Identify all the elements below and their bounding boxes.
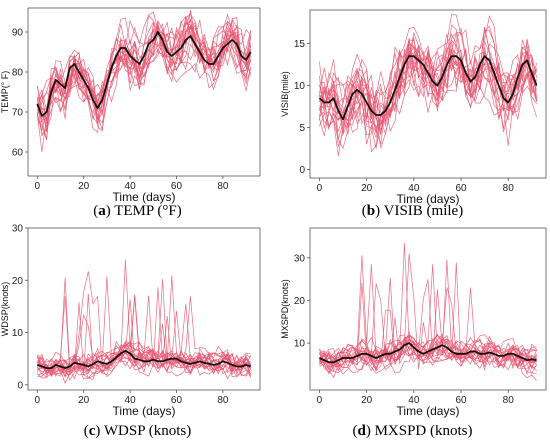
x-tick-label-a: 20 — [78, 181, 90, 192]
sample-series-line-c — [37, 350, 252, 378]
y-tick-label-d: 30 — [294, 253, 306, 264]
sample-series-line-a — [37, 15, 252, 141]
x-axis-label-a: Time (days) — [113, 190, 176, 204]
x-axis-label-b: Time (days) — [397, 192, 460, 206]
sample-series-line-b — [319, 48, 537, 134]
x-tick-label-a: 60 — [171, 181, 183, 192]
mean-series-line-a — [36, 31, 252, 117]
sample-series-line-a — [36, 19, 252, 132]
sample-series-line-c — [37, 351, 252, 377]
sample-series-line-b — [319, 26, 537, 130]
y-axis-label-d: MXSPD(knots) — [280, 279, 290, 339]
caption-d: (d) MXSPD (knots) — [352, 423, 473, 439]
sample-series-line-b — [319, 33, 537, 136]
x-axis-label-d: Time (days) — [397, 404, 460, 418]
y-tick-label-d: 20 — [294, 296, 306, 307]
sample-series-line-a — [36, 19, 252, 152]
x-tick-label-c: 60 — [171, 395, 183, 406]
sample-series-line-c — [37, 340, 252, 377]
plot-frame-a — [27, 7, 261, 177]
plot-frame-d — [309, 227, 547, 391]
plot-frame-b — [309, 9, 547, 179]
y-axis-label-b: VISIB(mile) — [280, 71, 290, 117]
x-tick-label-c: 40 — [125, 395, 137, 406]
y-tick-label-a: 60 — [12, 148, 24, 159]
x-tick-label-a: 0 — [34, 181, 40, 192]
y-tick-label-b: 0 — [299, 165, 305, 176]
caption-b: (b) VISIB (mile) — [361, 203, 464, 219]
sample-series-line-c — [37, 342, 251, 375]
sample-series-line-b — [319, 41, 537, 133]
y-tick-label-b: 15 — [294, 39, 306, 50]
y-tick-label-b: 10 — [294, 81, 306, 92]
y-tick-label-c: 0 — [17, 380, 23, 391]
caption-c: (c) WDSP (knots) — [83, 423, 192, 439]
sample-series-line-c — [37, 344, 251, 379]
y-tick-label-c: 20 — [12, 276, 24, 287]
sample-series-line-d — [319, 243, 537, 373]
sample-series-line-a — [36, 18, 252, 117]
x-tick-label-c: 80 — [217, 395, 229, 406]
mean-series-line-b — [318, 55, 538, 121]
caption-a: (a) TEMP (°F) — [93, 203, 182, 219]
x-tick-label-a: 40 — [125, 181, 137, 192]
y-tick-label-c: 10 — [12, 328, 24, 339]
y-tick-label-a: 90 — [12, 28, 24, 39]
x-tick-label-d: 80 — [503, 395, 515, 406]
sample-series-line-b — [319, 46, 537, 118]
x-tick-label-b: 0 — [317, 183, 323, 194]
x-tick-label-b: 60 — [455, 183, 467, 194]
mean-series-line-c — [37, 349, 251, 370]
sample-series-line-d — [319, 330, 537, 373]
x-tick-label-a: 80 — [217, 181, 229, 192]
x-tick-label-d: 0 — [317, 395, 323, 406]
y-tick-label-d: 10 — [294, 339, 306, 350]
sample-series-line-b — [319, 25, 537, 140]
sample-series-line-a — [36, 21, 252, 121]
plot-frame-c — [27, 227, 261, 391]
sample-series-line-b — [319, 39, 537, 135]
sample-series-line-b — [319, 39, 537, 149]
sample-series-line-c — [37, 259, 252, 385]
x-tick-label-d: 40 — [408, 395, 420, 406]
sample-series-line-c — [37, 347, 251, 380]
x-tick-label-b: 20 — [361, 183, 373, 194]
x-tick-label-b: 80 — [503, 183, 515, 194]
y-axis-label-a: TEMP(° F) — [0, 71, 10, 114]
y-tick-label-a: 70 — [12, 108, 24, 119]
x-tick-label-d: 20 — [361, 395, 373, 406]
sample-series-line-d — [319, 334, 537, 369]
x-tick-label-d: 60 — [455, 395, 467, 406]
mean-series-line-d — [319, 342, 537, 364]
sample-series-line-a — [36, 12, 252, 135]
y-tick-label-a: 80 — [12, 68, 24, 79]
y-tick-label-c: 30 — [12, 224, 24, 235]
x-tick-label-c: 20 — [78, 395, 90, 406]
x-tick-label-b: 40 — [408, 183, 420, 194]
sample-series-line-a — [37, 22, 252, 140]
sample-series-line-d — [319, 338, 537, 379]
y-tick-label-b: 5 — [299, 123, 305, 134]
x-tick-label-c: 0 — [34, 395, 40, 406]
x-axis-label-c: Time (days) — [113, 404, 176, 418]
y-axis-label-c: WDSP(knots) — [0, 282, 10, 337]
